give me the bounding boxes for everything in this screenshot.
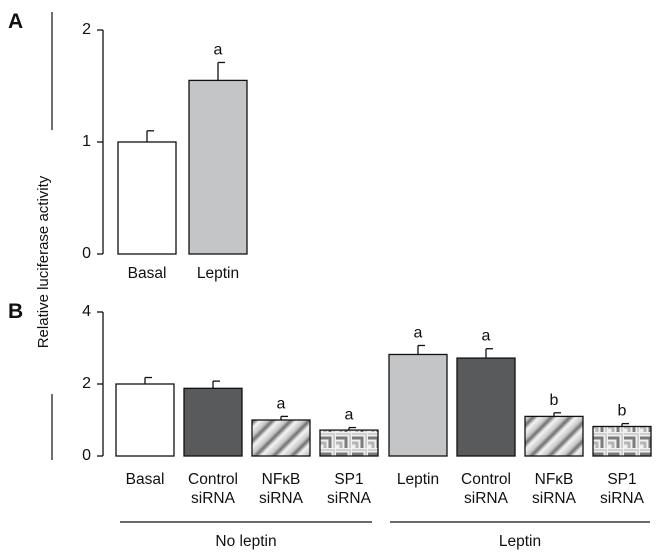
- significance-label: b: [618, 403, 627, 420]
- x-category-label: siRNA: [327, 490, 372, 507]
- x-category-label: Control: [188, 471, 238, 488]
- bar: [115, 383, 175, 457]
- bar: [251, 419, 311, 457]
- x-category-label: Basal: [126, 471, 165, 488]
- bar: [183, 387, 243, 457]
- x-category-label: siRNA: [191, 490, 236, 507]
- x-category-label: Basal: [128, 265, 167, 282]
- bar: [319, 429, 379, 457]
- bar: [188, 79, 248, 255]
- x-category-label: siRNA: [600, 490, 645, 507]
- bar: [524, 415, 584, 457]
- x-category-label: Control: [461, 471, 511, 488]
- y-axis-label: Relative luciferase activity: [35, 175, 52, 348]
- x-category-label: Leptin: [197, 265, 239, 282]
- bar: [456, 357, 516, 457]
- significance-label: a: [277, 395, 286, 412]
- bar: [117, 141, 177, 255]
- panel-b: 0 2 4 Basal Control siRNA a NFκB siRNA a SP1 siRNA a…: [82, 303, 652, 550]
- y-tick-label: 2: [82, 375, 91, 392]
- y-tick-label: 1: [82, 133, 91, 150]
- x-category-label: siRNA: [464, 490, 509, 507]
- x-category-label: NFκB: [535, 471, 574, 488]
- x-category-label: SP1: [607, 471, 636, 488]
- significance-label: a: [214, 41, 223, 58]
- y-tick-label: 0: [82, 245, 91, 262]
- significance-label: a: [414, 324, 423, 341]
- bar: [388, 353, 448, 457]
- bar: [592, 425, 652, 457]
- panel-a-letter: A: [8, 10, 23, 33]
- x-category-label: SP1: [334, 471, 363, 488]
- group-label: Leptin: [499, 533, 541, 550]
- significance-label: a: [482, 328, 491, 345]
- x-category-label: Leptin: [397, 471, 439, 488]
- significance-label: a: [345, 407, 354, 424]
- x-category-label: siRNA: [259, 490, 304, 507]
- x-category-label: siRNA: [532, 490, 577, 507]
- y-tick-label: 2: [82, 21, 91, 38]
- significance-label: b: [550, 392, 559, 409]
- x-category-label: NFκB: [262, 471, 301, 488]
- group-label: No leptin: [215, 533, 276, 550]
- y-tick-label: 4: [82, 303, 91, 320]
- panel-a: 0 1 2 Basal a Leptin: [82, 21, 248, 282]
- y-tick-label: 0: [82, 447, 91, 464]
- panel-b-letter: B: [8, 300, 23, 323]
